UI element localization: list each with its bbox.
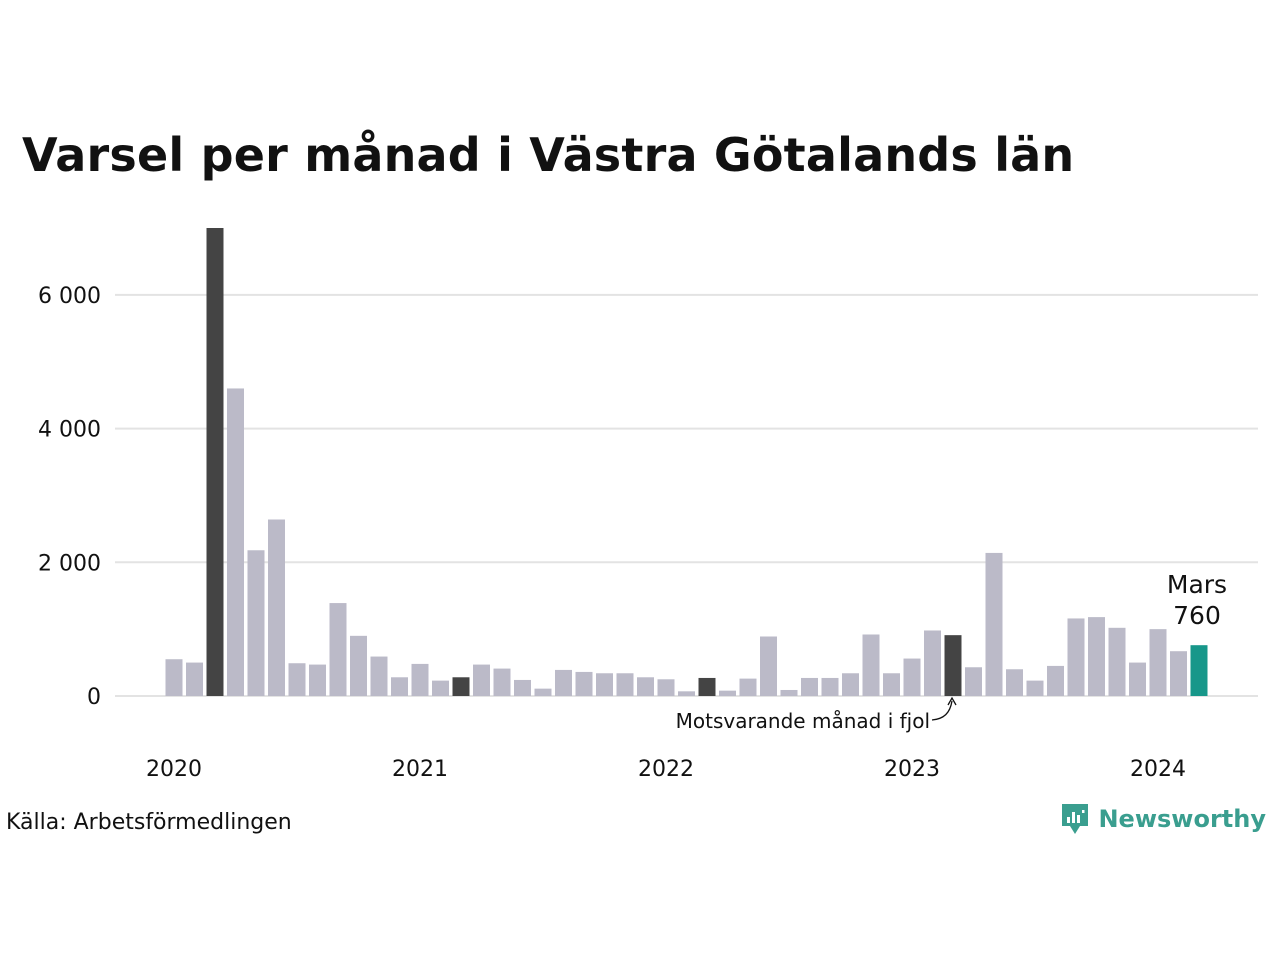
bar [821, 677, 839, 696]
y-tick-label: 4 000 [38, 418, 101, 443]
annotations: Mars 760 Motsvarande månad i fjol [676, 570, 1227, 733]
bar [1026, 680, 1044, 696]
bar [514, 679, 531, 696]
newsworthy-logo-icon [1062, 804, 1089, 834]
bar [165, 659, 183, 696]
bar-same-month [452, 677, 470, 696]
x-tick-label: 2024 [1130, 757, 1186, 782]
y-tick-label: 2 000 [38, 551, 101, 576]
bar [903, 658, 921, 696]
bar-same-month [944, 635, 962, 696]
previous-year-annotation: Motsvarande månad i fjol [676, 709, 930, 733]
source-note: Källa: Arbetsförmedlingen [6, 810, 292, 835]
bar [350, 635, 367, 696]
bar [329, 603, 347, 696]
bar [780, 689, 798, 696]
bar [883, 673, 900, 696]
bar [1170, 651, 1187, 696]
bar [616, 673, 634, 696]
bar [801, 677, 818, 696]
bar [1149, 629, 1167, 696]
bar [493, 668, 511, 696]
callout-month-label: Mars [1167, 570, 1227, 599]
bar [1108, 627, 1126, 696]
callout-value-label: 760 [1173, 601, 1221, 630]
bar [227, 388, 244, 696]
bar [719, 690, 736, 696]
x-axis-ticks: 2020 2021 2022 2023 2024 [146, 757, 1186, 782]
bar [1129, 662, 1146, 696]
bar [555, 669, 572, 696]
bar [288, 663, 306, 696]
bar [309, 664, 326, 696]
bar [985, 552, 1003, 696]
bar [370, 656, 388, 696]
chart-title: Varsel per månad i Västra Götalands län [22, 128, 1075, 182]
bar [924, 630, 941, 696]
brand-logo: Newsworthy [1060, 802, 1266, 836]
bar-same-month [698, 677, 716, 696]
x-tick-label: 2022 [638, 757, 694, 782]
bar [247, 550, 265, 696]
bar [575, 671, 593, 696]
bar [739, 678, 757, 696]
x-tick-label: 2023 [884, 757, 940, 782]
bar-same-month [206, 228, 224, 696]
y-tick-label: 0 [87, 685, 101, 710]
x-tick-label: 2020 [146, 757, 202, 782]
bar-chart: 0 2 000 4 000 6 000 2020 2021 2022 2023 2024 Ma… [38, 228, 1258, 782]
bars [165, 228, 1208, 696]
bar [862, 634, 880, 696]
gridlines [115, 293, 1258, 697]
bar [268, 519, 285, 696]
bar [965, 667, 982, 696]
bar [473, 664, 490, 696]
bar [1067, 618, 1085, 696]
bar [637, 677, 654, 696]
bar [596, 673, 613, 696]
bar [411, 663, 429, 696]
brand-name: Newsworthy [1098, 805, 1266, 833]
y-axis-ticks: 0 2 000 4 000 6 000 [38, 284, 101, 710]
bar [1006, 669, 1023, 696]
bar-current [1190, 645, 1208, 696]
annotation-arrow [931, 700, 953, 721]
bar [391, 677, 408, 696]
bar [657, 679, 675, 696]
bar [1047, 665, 1064, 696]
bar [760, 636, 777, 696]
annotation-arrowhead [947, 696, 957, 706]
y-tick-label: 6 000 [38, 284, 101, 309]
bar [432, 680, 449, 696]
bar [1088, 617, 1105, 696]
bar [534, 688, 552, 696]
bar [842, 673, 859, 696]
bar [678, 691, 695, 696]
bar [186, 662, 203, 696]
x-tick-label: 2021 [392, 757, 448, 782]
